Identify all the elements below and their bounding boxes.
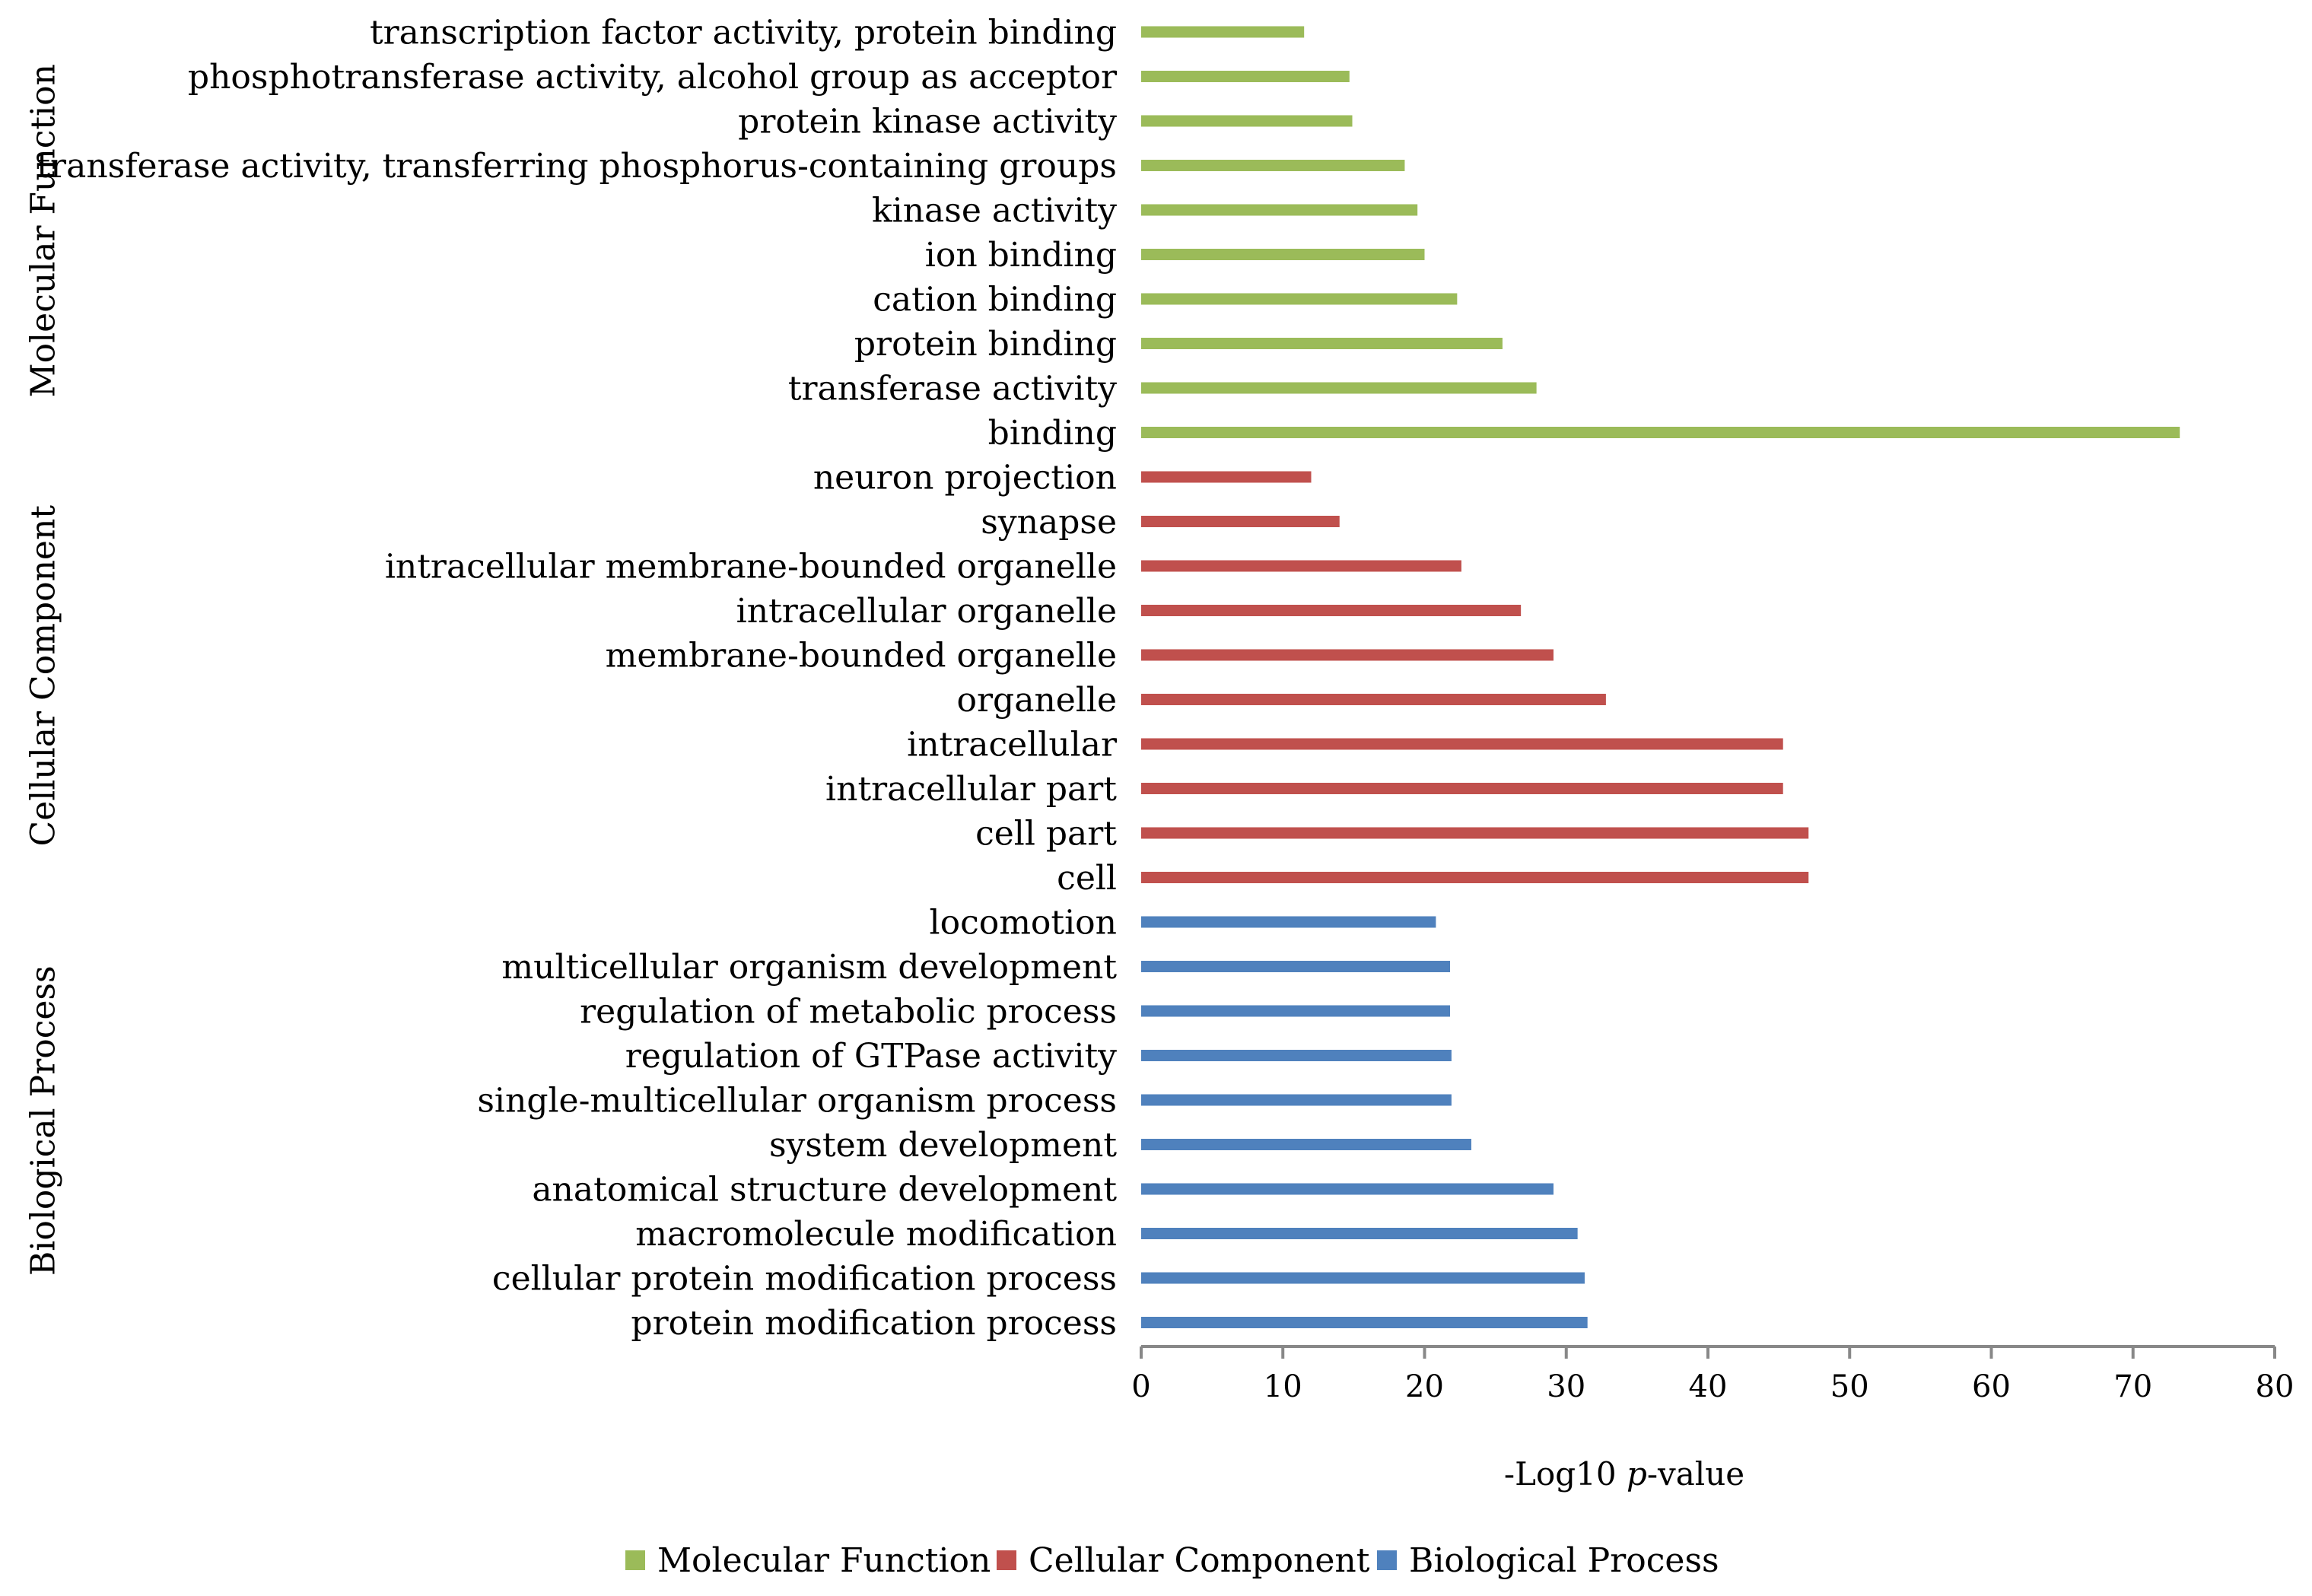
group-label-molecular-function: Molecular Function: [24, 64, 63, 397]
bar-molecular-function: [1141, 160, 1405, 171]
bar-biological-process: [1141, 1139, 1471, 1150]
category-label: intracellular organelle: [736, 592, 1117, 631]
category-label: ion binding: [925, 236, 1117, 275]
bar-biological-process: [1141, 916, 1436, 928]
category-label: regulation of metabolic process: [580, 993, 1117, 1032]
bar-molecular-function: [1141, 249, 1425, 260]
bar-biological-process: [1141, 1272, 1585, 1284]
bar-biological-process: [1141, 1005, 1451, 1017]
legend-swatch-molecular-function: [625, 1550, 645, 1570]
bar-molecular-function: [1141, 293, 1458, 305]
category-label: system development: [769, 1126, 1117, 1165]
x-axis-title-prefix: -Log10: [1504, 1455, 1627, 1493]
category-label: binding: [988, 414, 1117, 453]
bar-cellular-component: [1141, 827, 1809, 839]
bar-cellular-component: [1141, 516, 1340, 527]
bar-molecular-function: [1141, 204, 1418, 216]
bar-cellular-component: [1141, 605, 1522, 616]
category-label: regulation of GTPase activity: [625, 1037, 1117, 1076]
x-axis-ticks: 0 10 20 30 40 50 60 70 80: [1131, 1346, 2294, 1404]
group-labels: Molecular Function Cellular Component Biol…: [24, 64, 63, 1276]
category-label: macromolecule modification: [635, 1215, 1117, 1254]
category-label: neuron projection: [813, 459, 1117, 498]
bar-biological-process: [1141, 1094, 1452, 1106]
category-label: intracellular part: [825, 770, 1117, 809]
x-tick-label: 40: [1689, 1369, 1728, 1404]
legend: Molecular Function Cellular Component Biol…: [625, 1541, 1719, 1580]
legend-swatch-biological-process: [1377, 1550, 1397, 1570]
legend-swatch-cellular-component: [997, 1550, 1016, 1570]
category-label: phosphotransferase activity, alcohol gro…: [188, 58, 1118, 97]
bar-biological-process: [1141, 961, 1451, 972]
bar-molecular-function: [1141, 26, 1305, 38]
bar-molecular-function: [1141, 338, 1503, 349]
legend-label-biological-process: Biological Process: [1409, 1541, 1719, 1580]
legend-label-molecular-function: Molecular Function: [657, 1541, 991, 1580]
x-tick-label: 50: [1830, 1369, 1869, 1404]
category-label: single-multicellular organism process: [477, 1082, 1117, 1121]
x-tick-label: 0: [1131, 1369, 1150, 1404]
bars-layer: [1141, 26, 2180, 1328]
bar-cellular-component: [1141, 872, 1809, 883]
bar-biological-process: [1141, 1228, 1578, 1239]
category-label: kinase activity: [872, 192, 1117, 230]
category-label: cellular protein modification process: [492, 1260, 1117, 1299]
category-label: intracellular: [907, 726, 1118, 765]
x-tick-label: 70: [2113, 1369, 2152, 1404]
category-label: transferase activity: [788, 370, 1117, 409]
category-labels: transcription factor activity, protein b…: [37, 14, 1118, 1343]
bar-molecular-function: [1141, 382, 1537, 394]
bar-molecular-function: [1141, 71, 1350, 82]
group-label-cellular-component: Cellular Component: [24, 505, 63, 847]
bar-molecular-function: [1141, 427, 2180, 438]
x-tick-label: 10: [1264, 1369, 1302, 1404]
legend-label-cellular-component: Cellular Component: [1029, 1541, 1370, 1580]
category-label: protein kinase activity: [738, 103, 1117, 141]
bar-molecular-function: [1141, 115, 1353, 127]
bar-cellular-component: [1141, 649, 1554, 661]
category-label: locomotion: [930, 904, 1118, 943]
category-label: transcription factor activity, protein b…: [370, 14, 1117, 52]
category-label: organelle: [957, 681, 1117, 720]
bar-biological-process: [1141, 1183, 1554, 1195]
bar-cellular-component: [1141, 471, 1312, 483]
category-label: anatomical structure development: [532, 1171, 1117, 1210]
category-label: cell part: [975, 815, 1117, 854]
category-label: transferase activity, transferring phosp…: [37, 147, 1117, 186]
category-label: cell: [1057, 859, 1117, 898]
x-axis-title-italic: p: [1627, 1455, 1647, 1493]
category-label: protein modification process: [631, 1304, 1117, 1343]
x-tick-label: 30: [1547, 1369, 1585, 1404]
category-label: cation binding: [873, 281, 1117, 320]
bar-cellular-component: [1141, 694, 1606, 705]
bar-cellular-component: [1141, 560, 1461, 572]
x-axis-title: -Log10 p-value: [1504, 1455, 1744, 1493]
category-label: synapse: [981, 503, 1117, 542]
category-label: protein binding: [854, 325, 1117, 364]
bar-biological-process: [1141, 1050, 1452, 1061]
group-label-biological-process: Biological Process: [24, 965, 63, 1276]
x-tick-label: 60: [1972, 1369, 2011, 1404]
bar-cellular-component: [1141, 738, 1783, 750]
x-tick-label: 20: [1405, 1369, 1444, 1404]
x-axis-title-suffix: -value: [1647, 1455, 1744, 1493]
bar-cellular-component: [1141, 783, 1783, 794]
category-label: multicellular organism development: [501, 948, 1117, 987]
category-label: intracellular membrane-bounded organelle: [385, 548, 1117, 587]
bar-biological-process: [1141, 1317, 1588, 1328]
x-tick-label: 80: [2256, 1369, 2295, 1404]
category-label: membrane-bounded organelle: [606, 637, 1117, 676]
